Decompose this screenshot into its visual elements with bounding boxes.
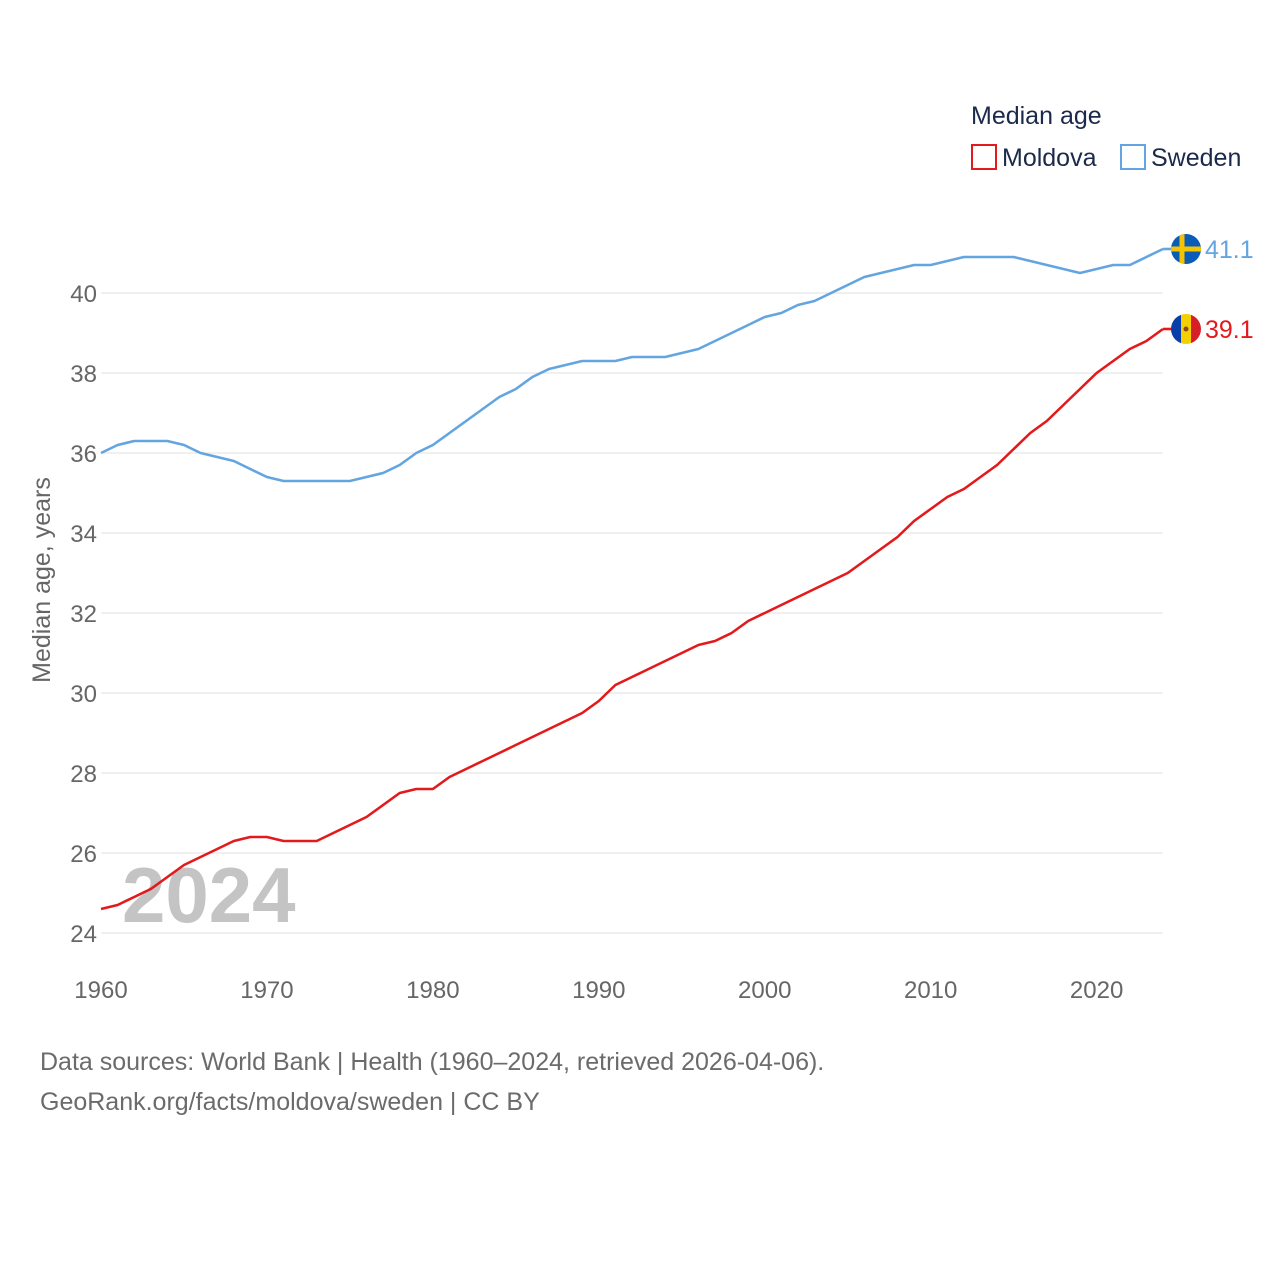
y-axis-ticks: 24 26 28 30 32 34 36 38 40 bbox=[70, 281, 97, 948]
series-line-moldova bbox=[100, 327, 1164, 911]
y-tick-label: 28 bbox=[70, 761, 97, 788]
end-label-moldova: 39.1 bbox=[1205, 316, 1254, 344]
x-tick-label: 2000 bbox=[738, 977, 791, 1004]
sweden-flag-icon bbox=[1171, 234, 1201, 264]
y-tick-label: 34 bbox=[70, 521, 97, 548]
series-line-sweden bbox=[100, 247, 1164, 483]
legend-item-sweden[interactable]: Sweden bbox=[1120, 144, 1241, 172]
legend-title: Median age bbox=[971, 102, 1102, 130]
x-tick-label: 2020 bbox=[1070, 977, 1123, 1004]
y-axis-label: Median age, years bbox=[28, 477, 56, 683]
end-markers: 39.1 41.1 bbox=[1171, 234, 1254, 344]
footer: Data sources: World Bank | Health (1960–… bbox=[40, 1042, 824, 1122]
y-tick-label: 26 bbox=[70, 841, 97, 868]
x-axis-ticks: 1960 1970 1980 1990 2000 2010 2020 bbox=[74, 977, 1123, 1004]
legend-item-moldova[interactable]: Moldova bbox=[971, 144, 1097, 172]
y-tick-label: 40 bbox=[70, 281, 97, 308]
x-tick-label: 1970 bbox=[240, 977, 293, 1004]
data-source-note: Data sources: World Bank | Health (1960–… bbox=[40, 1048, 825, 1076]
end-label-sweden: 41.1 bbox=[1205, 236, 1254, 264]
legend: Median age Moldova Sweden bbox=[971, 102, 1241, 172]
y-tick-label: 24 bbox=[70, 921, 97, 948]
attribution-link[interactable]: GeoRank.org/facts/moldova/sweden | CC BY bbox=[40, 1088, 540, 1116]
y-tick-label: 32 bbox=[70, 601, 97, 628]
gridlines bbox=[101, 292, 1163, 934]
x-tick-label: 2010 bbox=[904, 977, 957, 1004]
y-tick-label: 30 bbox=[70, 681, 97, 708]
x-tick-label: 1990 bbox=[572, 977, 625, 1004]
y-tick-label: 38 bbox=[70, 361, 97, 388]
legend-label-moldova: Moldova bbox=[1002, 144, 1097, 172]
x-tick-label: 1980 bbox=[406, 977, 459, 1004]
x-tick-label: 1960 bbox=[74, 977, 127, 1004]
year-watermark: 2024 bbox=[122, 851, 296, 939]
legend-swatch-moldova bbox=[971, 144, 997, 170]
moldova-flag-icon bbox=[1171, 314, 1201, 344]
legend-label-sweden: Sweden bbox=[1151, 144, 1241, 172]
series-lines bbox=[100, 247, 1172, 911]
y-tick-label: 36 bbox=[70, 441, 97, 468]
legend-swatch-sweden bbox=[1120, 144, 1146, 170]
